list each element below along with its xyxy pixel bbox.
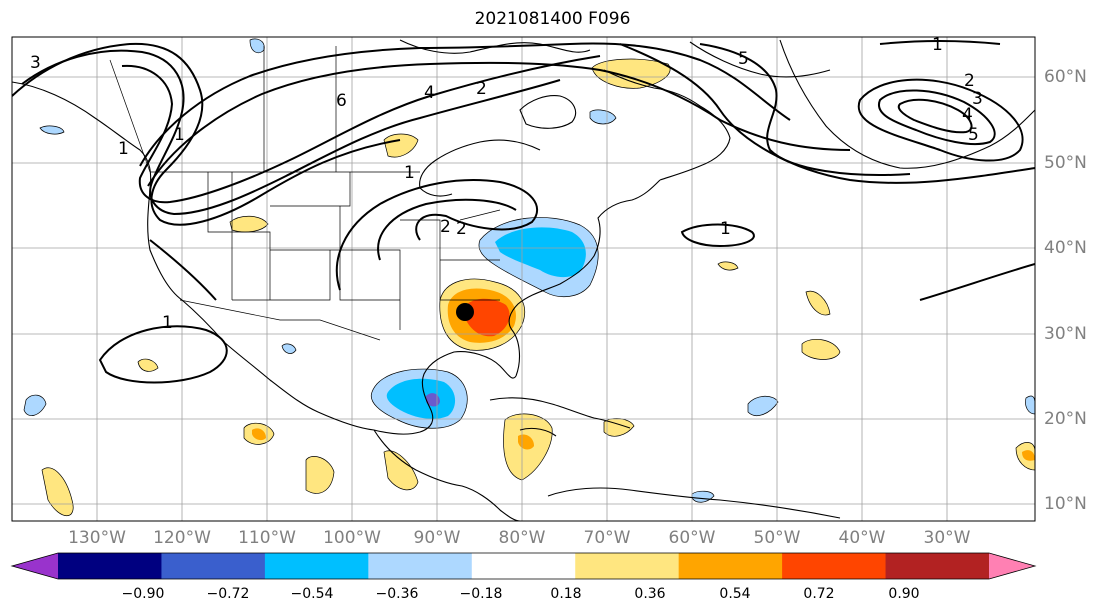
contour-labels: 3 6 4 2 1 5 2 4 5 3 2 1 2 1 1 1 1 [30,35,983,333]
lon-label: 90°W [413,528,461,548]
colorbar-tick-label: −0.54 [290,586,334,602]
svg-text:2: 2 [964,71,975,91]
colorbar-tick-label: 0.54 [719,586,751,602]
colorbar-bin [58,553,162,579]
svg-text:2: 2 [476,79,487,99]
colorbar-bin [575,553,680,579]
lon-label: 110°W [238,528,296,548]
lat-label: 60°N [1044,67,1087,87]
colorbar-bin [264,553,369,579]
svg-text:1: 1 [404,163,415,183]
colorbar-tick-label: 0.18 [550,586,582,602]
colorbar-bin [471,553,576,579]
colorbar-extend-max [989,553,1035,579]
map-title: 2021081400 F096 [474,9,631,29]
lon-label: 60°W [668,528,716,548]
svg-text:4: 4 [424,83,435,103]
colorbar-tick-label: −0.36 [375,586,419,602]
svg-text:6: 6 [336,91,347,111]
svg-text:1: 1 [118,139,129,159]
colorbar-tick-label: 0.90 [888,586,920,602]
lon-label: 40°W [838,528,886,548]
lon-label: 100°W [323,528,381,548]
svg-text:5: 5 [738,49,749,69]
lat-label: 40°N [1044,238,1087,258]
lon-label: 120°W [153,528,211,548]
map-frame [11,36,1036,522]
colorbar-bin [782,553,887,579]
lat-label: 10°N [1044,494,1087,514]
svg-text:2: 2 [440,217,451,237]
lon-label: 80°W [498,528,546,548]
svg-text:1: 1 [174,125,185,145]
colorbar-tick-label: −0.90 [121,586,165,602]
coastlines [12,39,1035,521]
svg-text:1: 1 [932,35,943,55]
lat-label: 20°N [1044,409,1087,429]
location-marker [456,303,474,321]
graticule [12,37,1035,521]
colorbar-tick-label: 0.36 [634,586,666,602]
lat-label: 50°N [1044,153,1087,173]
colorbar-bin [885,553,990,579]
colorbar-tick-label: −0.18 [459,586,503,602]
colorbar [10,552,1037,580]
svg-text:1: 1 [162,313,173,333]
colorbar-bin [161,553,266,579]
lon-label: 30°W [923,528,971,548]
svg-text:3: 3 [972,89,983,109]
colorbar-tick-label: 0.72 [803,586,835,602]
svg-text:1: 1 [720,219,731,239]
lat-label: 30°N [1044,324,1087,344]
lon-label: 70°W [583,528,631,548]
height-contours [12,40,1035,384]
svg-text:4: 4 [962,105,973,125]
lon-label: 50°W [753,528,801,548]
anomaly-shading [23,38,1035,516]
colorbar-extend-min [12,553,58,579]
colorbar-outline [10,552,1037,580]
svg-text:5: 5 [968,125,979,145]
svg-text:3: 3 [30,53,41,73]
colorbar-bin [678,553,783,579]
colorbar-bin [368,553,473,579]
lon-label: 130°W [68,528,126,548]
svg-text:2: 2 [456,219,467,239]
colorbar-tick-label: −0.72 [206,586,250,602]
